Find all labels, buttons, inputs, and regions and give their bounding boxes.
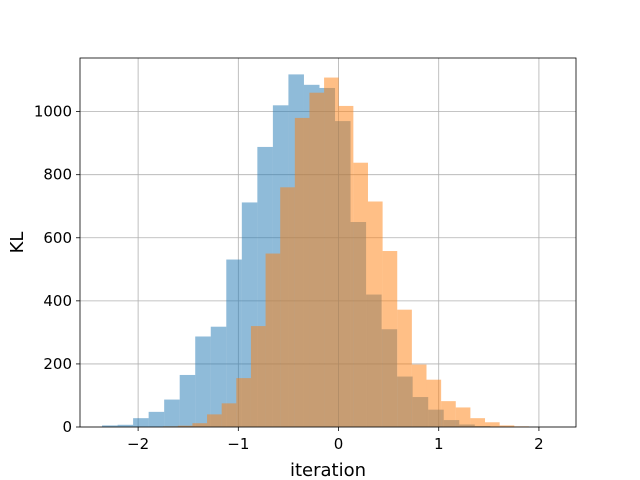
y-tick-label: 1000 <box>34 103 72 121</box>
histogram-bar-series-2 <box>192 423 208 427</box>
histogram-bar-series-2 <box>250 326 266 427</box>
y-axis-ticks: 0 200 400 600 800 1000 <box>34 103 80 436</box>
histogram-bar-series-2 <box>236 378 251 427</box>
histogram-bar-series-1 <box>117 424 134 427</box>
histogram-bar-series-1 <box>133 418 149 427</box>
histogram-bar-series-2 <box>397 309 412 427</box>
histogram-bar-series-2 <box>207 414 222 427</box>
histogram-bar-series-2 <box>177 425 193 427</box>
x-tick-label: −1 <box>227 435 249 453</box>
y-tick-label: 800 <box>43 166 72 184</box>
histogram-bar-series-2 <box>411 364 427 427</box>
histogram-bar-series-1 <box>195 336 211 427</box>
histogram-bar-series-2 <box>499 425 515 427</box>
histogram-bar-series-2 <box>324 77 339 428</box>
histogram-bar-series-1 <box>102 425 118 427</box>
histogram-bar-series-2 <box>338 105 354 427</box>
histogram-bar-series-2 <box>353 162 368 427</box>
histogram-bar-series-2 <box>426 379 442 427</box>
histogram-bar-series-1 <box>210 326 227 427</box>
histogram-bar-series-1 <box>179 374 196 427</box>
x-tick-label: 0 <box>334 435 344 453</box>
histogram-bars <box>102 74 529 428</box>
histogram-bar-series-2 <box>485 422 500 427</box>
histogram-bar-series-1 <box>148 411 165 427</box>
histogram-bar-series-2 <box>309 92 325 427</box>
plot-frame <box>79 57 577 428</box>
x-tick-label: −2 <box>127 435 149 453</box>
histogram-bar-series-2 <box>382 251 398 427</box>
x-axis-ticks: −2 −1 0 1 2 <box>127 427 544 453</box>
x-tick-label: 2 <box>534 435 544 453</box>
histogram-bar-series-2 <box>221 403 237 427</box>
y-tick-label: 200 <box>43 355 72 373</box>
histogram-bar-series-1 <box>164 399 180 427</box>
histogram-bar-series-2 <box>265 253 281 427</box>
y-tick-label: 0 <box>62 418 72 436</box>
histogram-bar-series-2 <box>470 418 486 427</box>
histogram-bar-series-2 <box>441 401 456 427</box>
y-axis-label: KL <box>7 232 28 254</box>
histogram-bar-series-2 <box>280 187 295 427</box>
y-tick-label: 600 <box>43 229 72 247</box>
histogram-bar-series-2 <box>294 117 310 427</box>
histogram-bar-series-2 <box>455 407 471 427</box>
x-axis-label: iteration <box>290 460 366 480</box>
y-tick-label: 400 <box>43 292 72 310</box>
histogram-bar-series-2 <box>367 201 383 427</box>
x-tick-label: 1 <box>434 435 444 453</box>
